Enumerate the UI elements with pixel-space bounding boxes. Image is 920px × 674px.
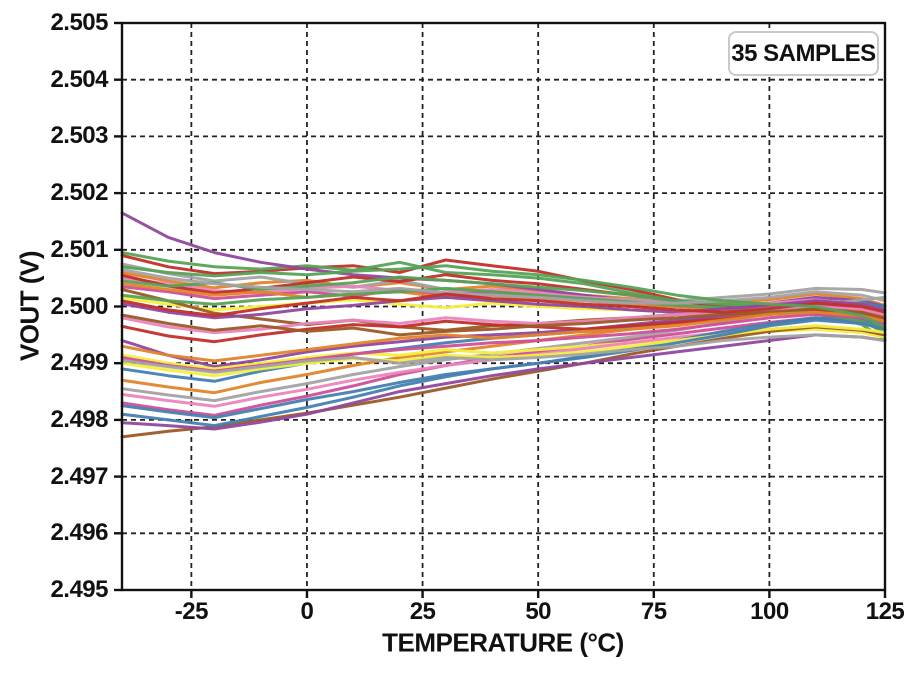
series-line-sample-25 (120, 268, 887, 305)
series-line-sample-26 (120, 324, 887, 378)
y-tick-label: 2.495 (50, 576, 108, 603)
series-line-sample-29 (120, 307, 887, 337)
y-tick-label: 2.496 (50, 519, 108, 547)
y-tick-label: 2.505 (50, 9, 108, 36)
x-axis-title: TEMPERATURE (°C) (382, 627, 624, 658)
series-line-sample-02 (120, 271, 887, 307)
series-line-sample-33 (120, 264, 887, 329)
y-tick-label: 2.497 (50, 462, 108, 490)
series-line-sample-34 (120, 333, 887, 431)
y-tick-label: 2.500 (50, 292, 108, 320)
series-line-sample-31 (120, 292, 887, 318)
x-tick-label: 75 (640, 598, 667, 625)
y-tick-label: 2.502 (50, 179, 108, 207)
x-tick-label: 0 (300, 598, 314, 625)
y-axis-title: VOUT (V) (14, 250, 45, 362)
y-tick-label: 2.504 (50, 65, 108, 93)
x-tick-label: 125 (865, 598, 905, 625)
x-tick-label: 25 (409, 598, 436, 625)
x-tick-label: 100 (750, 598, 789, 625)
legend: 35 SAMPLES (728, 31, 879, 76)
y-tick-label: 2.499 (50, 349, 108, 377)
series-line-sample-32 (120, 310, 887, 363)
y-tick-label: 2.498 (50, 405, 108, 433)
y-tick-label: 2.503 (50, 122, 108, 150)
y-tick-label: 2.501 (50, 235, 108, 263)
series-line-sample-19 (120, 325, 887, 439)
x-tick-label: -25 (174, 598, 209, 625)
legend-label: 35 SAMPLES (731, 39, 876, 67)
series-line-sample-35 (120, 333, 887, 374)
x-tick-label: 50 (525, 598, 552, 625)
series-line-sample-28 (120, 318, 887, 428)
